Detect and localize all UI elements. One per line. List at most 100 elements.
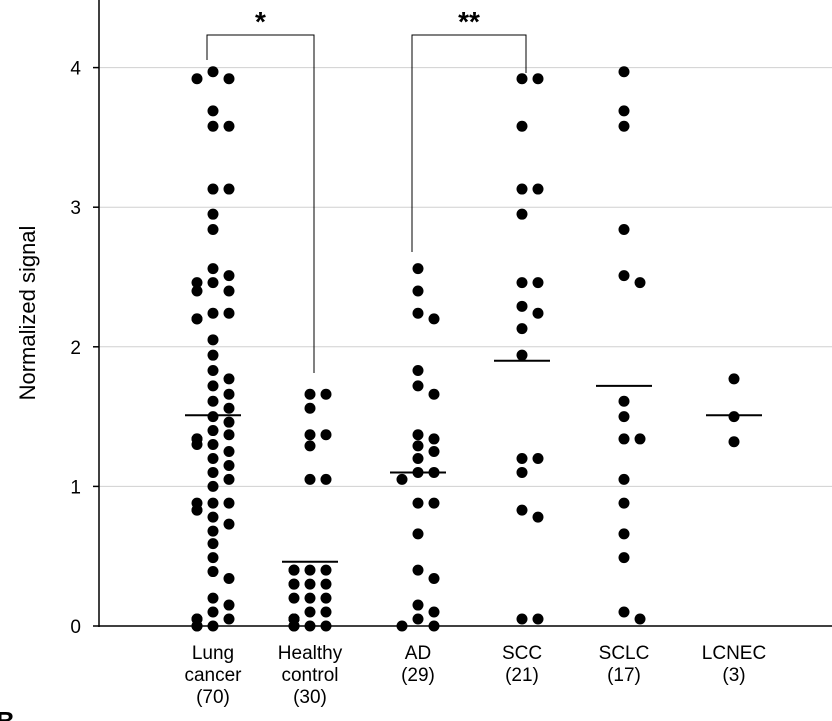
data-point (516, 466, 528, 478)
data-point (618, 433, 630, 445)
data-point (516, 277, 528, 289)
data-point (288, 564, 300, 576)
data-point (634, 433, 646, 445)
data-point (634, 277, 646, 289)
data-point (207, 183, 219, 195)
data-point (532, 183, 544, 195)
data-point (428, 433, 440, 445)
data-point (207, 439, 219, 451)
data-point (618, 270, 630, 282)
data-point (191, 73, 203, 85)
data-point (516, 452, 528, 464)
data-point (304, 473, 316, 485)
data-point (304, 620, 316, 632)
data-point (304, 388, 316, 400)
data-point (207, 566, 219, 578)
y-axis-label: Normalized signal (15, 226, 40, 401)
category-label: LCNEC (702, 643, 766, 664)
data-point (532, 613, 544, 625)
data-point (207, 263, 219, 275)
data-point (618, 528, 630, 540)
data-point (207, 411, 219, 423)
y-tick-label: 3 (70, 198, 81, 219)
data-point (191, 504, 203, 516)
panel-letter: B (0, 706, 15, 721)
data-point (207, 365, 219, 377)
data-point (532, 73, 544, 85)
category-label: Lung (192, 643, 234, 664)
data-point (223, 416, 235, 428)
data-point (412, 380, 424, 392)
data-point (304, 564, 316, 576)
data-point (728, 411, 740, 423)
axes (98, 0, 832, 627)
data-point (207, 525, 219, 537)
data-point (207, 120, 219, 132)
significance-bracket (411, 34, 527, 252)
data-point (516, 120, 528, 132)
data-point (412, 263, 424, 275)
data-point (304, 402, 316, 414)
data-point (412, 440, 424, 452)
y-tick-label: 4 (70, 59, 81, 80)
data-point (516, 349, 528, 361)
data-point (223, 402, 235, 414)
significance-marker: * (255, 6, 266, 37)
data-point (223, 518, 235, 530)
data-point (516, 208, 528, 220)
significance-bracket (206, 34, 315, 373)
data-point (191, 277, 203, 289)
data-point (223, 573, 235, 585)
data-point (320, 473, 332, 485)
data-point (288, 578, 300, 590)
data-point (207, 349, 219, 361)
data-point (396, 620, 408, 632)
category-label: SCC (502, 643, 542, 664)
data-point (207, 480, 219, 492)
data-point (618, 606, 630, 618)
data-point (223, 285, 235, 297)
y-tick-label: 0 (70, 617, 81, 638)
data-point (428, 620, 440, 632)
data-point (320, 606, 332, 618)
data-point (412, 365, 424, 377)
data-point (618, 105, 630, 117)
data-point (207, 606, 219, 618)
data-point (412, 452, 424, 464)
data-point (223, 183, 235, 195)
y-tick-label: 2 (70, 338, 81, 359)
y-tick-label: 1 (70, 477, 81, 498)
data-point (412, 285, 424, 297)
data-point (412, 307, 424, 319)
data-point (320, 620, 332, 632)
data-point (223, 373, 235, 385)
category-label: (21) (505, 665, 539, 686)
data-point (304, 440, 316, 452)
data-point (516, 504, 528, 516)
data-point (191, 285, 203, 297)
data-point (223, 270, 235, 282)
data-point (618, 66, 630, 78)
data-point (516, 183, 528, 195)
data-point (207, 452, 219, 464)
data-point (223, 73, 235, 85)
data-point (207, 66, 219, 78)
data-point (412, 564, 424, 576)
data-point (412, 429, 424, 441)
data-point (207, 592, 219, 604)
data-point (207, 620, 219, 632)
data-point (223, 388, 235, 400)
mean-lines (185, 359, 762, 563)
category-label: control (281, 665, 338, 686)
data-point (428, 313, 440, 325)
data-point (207, 511, 219, 523)
category-label: cancer (184, 665, 242, 686)
data-point (207, 307, 219, 319)
data-point (223, 473, 235, 485)
data-point (223, 599, 235, 611)
category-label: (70) (196, 687, 230, 708)
data-point (304, 429, 316, 441)
data-point (207, 334, 219, 346)
